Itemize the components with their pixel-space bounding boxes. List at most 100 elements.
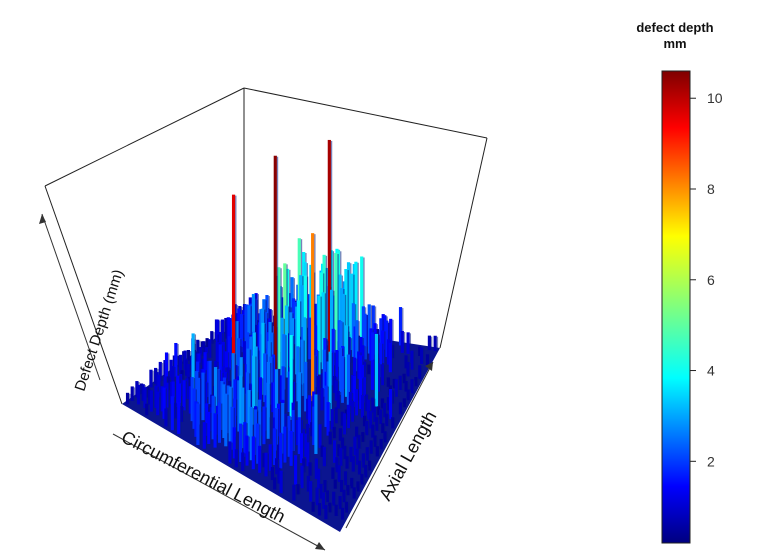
defect-bar bbox=[264, 452, 268, 477]
defect-bar bbox=[338, 496, 342, 510]
defect-bar bbox=[360, 256, 364, 346]
defect-bar-shade bbox=[391, 343, 394, 373]
defect-bar bbox=[186, 349, 190, 361]
defect-bar bbox=[339, 479, 344, 492]
defect-bar-shade bbox=[152, 391, 155, 412]
defect-bar bbox=[367, 460, 372, 471]
defect-bar bbox=[404, 381, 408, 392]
defect-bar bbox=[322, 446, 326, 467]
defect-bar bbox=[245, 435, 249, 466]
defect-bar-shade bbox=[374, 361, 376, 390]
defect-bar bbox=[238, 423, 243, 463]
defect-bar bbox=[370, 360, 375, 390]
defect-bar bbox=[386, 339, 391, 365]
defect-bar-shade bbox=[297, 456, 299, 485]
defect-bar bbox=[262, 452, 266, 468]
defect-bar-shade bbox=[392, 319, 394, 351]
defect-bar-shade bbox=[384, 365, 386, 386]
defect-bar bbox=[231, 194, 236, 397]
defect-bar-shade bbox=[337, 408, 340, 424]
defect-bar bbox=[171, 366, 175, 387]
defect-bar-shade bbox=[254, 437, 257, 470]
defect-bar bbox=[311, 501, 315, 512]
defect-bar-shade bbox=[295, 485, 297, 501]
defect-bar-shade bbox=[183, 371, 185, 380]
defect-bar-shade bbox=[393, 391, 396, 404]
defect-bar-shade bbox=[165, 388, 167, 419]
defect-bar bbox=[420, 347, 424, 364]
defect-bar bbox=[304, 361, 308, 412]
defect-bar bbox=[170, 396, 174, 431]
defect-bar-shade bbox=[342, 448, 344, 466]
defect-bar bbox=[340, 507, 345, 520]
defect-bar-shade bbox=[342, 429, 344, 441]
defect-bar bbox=[328, 431, 332, 445]
defect-bar-shade bbox=[271, 310, 274, 334]
defect-bar-shade bbox=[335, 492, 337, 506]
defect-bar bbox=[318, 424, 322, 448]
box-edge bbox=[439, 137, 488, 349]
defect-bar-shade bbox=[431, 336, 433, 351]
defect-bar-shade bbox=[326, 481, 328, 493]
defect-bar bbox=[398, 375, 402, 390]
defect-bar bbox=[296, 300, 301, 382]
defect-bar bbox=[394, 379, 398, 397]
colorbar: defect depth mm 2 4 6 8 10 bbox=[636, 20, 723, 544]
defect-bar-shade bbox=[389, 378, 392, 387]
defect-bar bbox=[357, 434, 361, 449]
defect-bar-shade bbox=[146, 388, 148, 409]
defect-bar-shade bbox=[231, 442, 233, 464]
defect-bar-shade bbox=[327, 341, 329, 358]
defect-bar bbox=[352, 487, 356, 499]
defect-bar-shade bbox=[350, 338, 353, 363]
defect-bar bbox=[392, 378, 396, 389]
defect-bar-shade bbox=[204, 373, 206, 421]
defect-bar bbox=[398, 307, 403, 346]
defect-bar bbox=[380, 398, 385, 409]
defect-bar-shade bbox=[413, 380, 415, 394]
defect-bar-shade bbox=[405, 374, 407, 384]
defect-bar bbox=[271, 382, 275, 413]
defect-bar-shade bbox=[340, 466, 343, 483]
plot-box bbox=[44, 87, 488, 405]
defect-bar bbox=[273, 477, 277, 490]
defect-bar-shade bbox=[363, 474, 365, 485]
defect-bar-shade bbox=[423, 348, 425, 364]
defect-bar bbox=[145, 403, 149, 416]
defect-bar bbox=[207, 411, 211, 445]
defect-bar bbox=[315, 487, 319, 506]
defect-bar bbox=[304, 433, 308, 458]
defect-bar bbox=[371, 305, 375, 348]
defect-bar-shade bbox=[248, 436, 250, 466]
defect-bar bbox=[270, 467, 275, 481]
defect-bar bbox=[273, 382, 277, 421]
defect-bar bbox=[388, 342, 392, 373]
defect-bar bbox=[400, 330, 404, 353]
defect-bar-shade bbox=[311, 396, 313, 428]
defect-bar-shade bbox=[148, 404, 150, 416]
defect-bar-shade bbox=[354, 457, 357, 472]
defect-bar bbox=[314, 394, 318, 454]
defect-bar-shade bbox=[344, 438, 346, 450]
colorbar-ticks: 2 4 6 8 10 bbox=[690, 90, 723, 469]
defect-bar-shade bbox=[223, 320, 226, 342]
defect-bar bbox=[319, 483, 323, 499]
x-axis-arrow-head bbox=[315, 542, 325, 550]
defect-bar-shade bbox=[355, 488, 358, 499]
defect-bar-shade bbox=[331, 432, 334, 445]
defect-bar bbox=[326, 402, 330, 436]
defect-bar bbox=[332, 426, 336, 439]
box-edge bbox=[243, 87, 488, 139]
defect-bar bbox=[281, 366, 285, 410]
defect-bar bbox=[237, 338, 241, 386]
defect-bar bbox=[357, 460, 362, 475]
defect-bar-shade bbox=[334, 468, 336, 479]
defect-bar-shade bbox=[286, 427, 288, 463]
defect-bar bbox=[263, 353, 267, 403]
defect-bar bbox=[211, 395, 215, 440]
defect-bar-shade bbox=[322, 484, 324, 499]
defect-bar bbox=[350, 400, 355, 422]
defect-bar bbox=[369, 440, 373, 454]
defect-bar bbox=[369, 328, 373, 361]
